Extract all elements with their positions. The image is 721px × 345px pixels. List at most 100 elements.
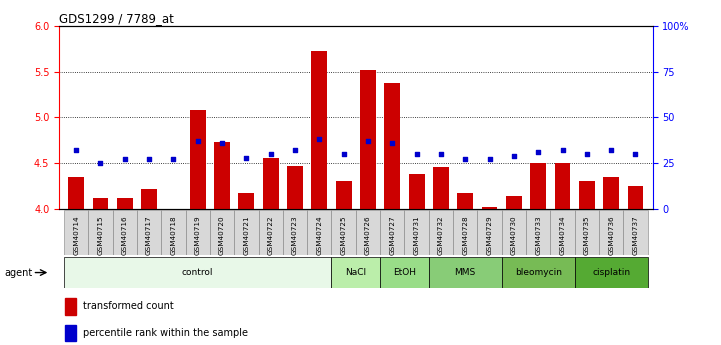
Point — [168, 157, 180, 162]
Text: GSM40728: GSM40728 — [462, 216, 468, 255]
Text: GSM40725: GSM40725 — [340, 216, 347, 255]
Bar — [599, 210, 624, 255]
Bar — [68, 177, 84, 209]
Bar — [283, 210, 307, 255]
Bar — [477, 210, 502, 255]
Text: GSM40720: GSM40720 — [219, 216, 225, 255]
Text: GSM40714: GSM40714 — [73, 216, 79, 255]
Text: GSM40736: GSM40736 — [608, 216, 614, 255]
Point — [314, 137, 325, 142]
Bar — [579, 181, 595, 209]
Point — [119, 157, 131, 162]
Bar — [65, 298, 76, 315]
Bar — [185, 210, 210, 255]
Point — [435, 151, 447, 157]
Point — [411, 151, 423, 157]
Text: agent: agent — [5, 268, 33, 277]
Point — [241, 155, 252, 160]
Point — [459, 157, 471, 162]
Text: GSM40737: GSM40737 — [632, 216, 639, 255]
Point — [143, 157, 155, 162]
Text: GSM40735: GSM40735 — [584, 216, 590, 255]
Bar — [259, 210, 283, 255]
Bar — [429, 257, 502, 288]
Bar — [112, 210, 137, 255]
Text: GSM40719: GSM40719 — [195, 216, 200, 255]
Bar — [141, 189, 157, 209]
Bar — [311, 51, 327, 209]
Bar — [554, 163, 570, 209]
Bar — [384, 82, 400, 209]
Bar — [627, 186, 643, 209]
Text: transformed count: transformed count — [83, 302, 174, 312]
Point — [484, 157, 495, 162]
Point — [265, 151, 276, 157]
Text: EtOH: EtOH — [393, 268, 416, 277]
Text: GSM40733: GSM40733 — [535, 216, 541, 255]
Bar — [234, 210, 259, 255]
Bar — [380, 210, 404, 255]
Bar — [262, 158, 278, 209]
Bar — [482, 207, 497, 209]
Point — [629, 151, 641, 157]
Text: GSM40727: GSM40727 — [389, 216, 395, 255]
Text: GSM40718: GSM40718 — [170, 216, 177, 255]
Bar — [575, 210, 599, 255]
Point — [289, 147, 301, 153]
Text: GSM40715: GSM40715 — [97, 216, 104, 255]
Text: NaCl: NaCl — [345, 268, 366, 277]
Bar — [287, 166, 303, 209]
Bar — [502, 257, 575, 288]
Bar — [624, 210, 647, 255]
Point — [192, 138, 203, 144]
Bar — [190, 110, 205, 209]
Bar — [502, 210, 526, 255]
Bar — [64, 257, 332, 288]
Bar — [162, 210, 185, 255]
Bar — [433, 167, 449, 209]
Point — [94, 160, 106, 166]
Bar — [506, 196, 522, 209]
Bar — [453, 210, 477, 255]
Bar — [409, 174, 425, 209]
Text: GSM40726: GSM40726 — [365, 216, 371, 255]
Bar — [332, 257, 380, 288]
Bar — [603, 177, 619, 209]
Bar — [429, 210, 453, 255]
Point — [71, 147, 82, 153]
Text: bleomycin: bleomycin — [515, 268, 562, 277]
Bar — [65, 325, 76, 341]
Bar — [117, 198, 133, 209]
Bar — [380, 257, 429, 288]
Bar — [550, 210, 575, 255]
Bar — [88, 210, 112, 255]
Bar — [404, 210, 429, 255]
Text: GSM40721: GSM40721 — [244, 216, 249, 255]
Point — [508, 153, 520, 158]
Point — [557, 147, 568, 153]
Point — [581, 151, 593, 157]
Text: GSM40722: GSM40722 — [267, 216, 274, 255]
Bar — [575, 257, 647, 288]
Point — [532, 149, 544, 155]
Text: GSM40734: GSM40734 — [559, 216, 565, 255]
Text: GSM40730: GSM40730 — [511, 216, 517, 255]
Bar — [210, 210, 234, 255]
Text: GSM40717: GSM40717 — [146, 216, 152, 255]
Bar — [336, 181, 352, 209]
Point — [338, 151, 350, 157]
Bar — [360, 70, 376, 209]
Bar — [526, 210, 550, 255]
Bar — [137, 210, 162, 255]
Text: GSM40729: GSM40729 — [487, 216, 492, 255]
Point — [386, 140, 398, 146]
Bar — [332, 210, 356, 255]
Bar — [92, 198, 108, 209]
Bar — [307, 210, 332, 255]
Text: GSM40731: GSM40731 — [414, 216, 420, 255]
Bar — [239, 193, 255, 209]
Bar — [214, 142, 230, 209]
Point — [362, 138, 373, 144]
Text: control: control — [182, 268, 213, 277]
Point — [606, 147, 617, 153]
